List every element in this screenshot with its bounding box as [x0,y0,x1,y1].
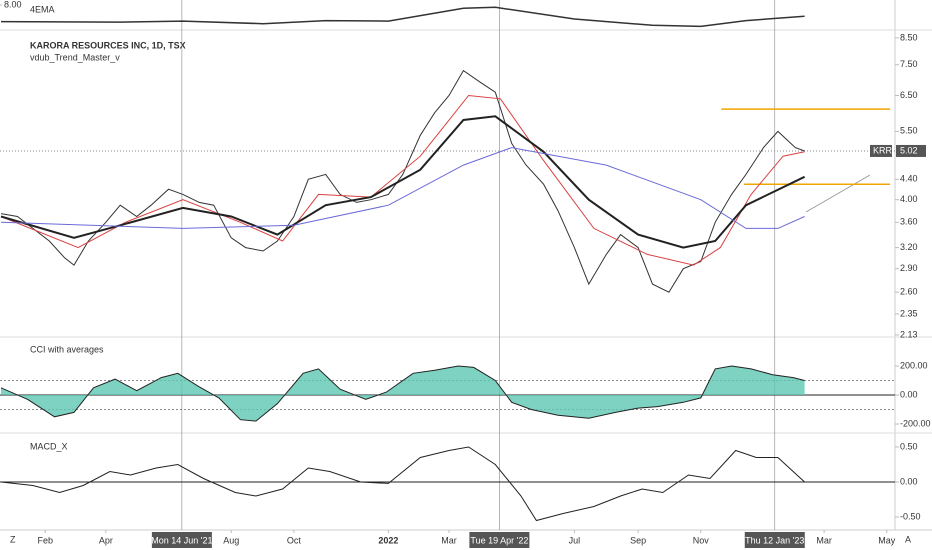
x-tick-label: 2022 [378,535,398,545]
line [0,365,805,422]
line [0,147,805,229]
y-tick-label: 3.20 [900,242,918,252]
last-price-label: 5.02 [900,145,918,155]
y-tick-label: 4.40 [900,174,918,184]
toolbar-button[interactable]: A [905,534,911,544]
y-tick-label: 200.00 [900,360,928,370]
crosshair-badge [469,532,530,548]
x-tick-label: Nov [693,535,710,545]
y-tick-label: 3.60 [900,217,918,227]
last-price-name: KRR [873,145,893,155]
y-tick-label: 2.13 [900,329,918,339]
y-tick-label: 0.00 [900,389,918,399]
crosshair-label: Mon 14 Jun '21 [151,535,212,545]
toolbar-button[interactable]: Z [10,534,16,544]
line [0,94,805,266]
pane-title: MACD_X [30,441,68,451]
pane-title: CCI with averages [30,344,104,354]
y-tick-label: 7.50 [900,59,918,69]
line [0,115,806,249]
y-tick-label: -200.00 [900,418,931,428]
y-tick-label: 0.50 [900,441,918,451]
line [0,446,805,522]
chart-title: KARORA RESOURCES INC, 1D, TSX [30,40,186,50]
last-price-badge [896,144,926,157]
x-tick-label: May [878,535,896,545]
x-tick-label: Jul [569,535,581,545]
y-tick-label: 2.90 [900,263,918,273]
y-tick-label: 5.50 [900,126,918,136]
x-tick-label: Feb [37,535,53,545]
chart-subtitle: vdub_Trend_Master_v [30,52,120,62]
x-tick-label: Mar [441,535,457,545]
x-tick-label: Sep [630,535,646,545]
line [0,69,805,293]
y-tick-label: -0.50 [900,511,921,521]
crosshair-label: Tue 19 Apr '22 [470,535,528,545]
y-tick-label: 0.00 [900,476,918,486]
y-tick-label: 2.35 [900,308,918,318]
crosshair-label: Thu 12 Jan '23 [745,535,804,545]
x-tick-label: Oct [287,535,302,545]
y-tick-label: 6.50 [900,90,918,100]
x-tick-label: Apr [99,535,113,545]
line [0,6,805,28]
y-tick-label: 2.60 [900,287,918,297]
x-tick-label: Mar [816,535,832,545]
x-tick-label: Aug [223,535,239,545]
last-price-badge [870,144,892,157]
area [1,366,805,422]
pane-title: 4EMA [30,4,55,14]
y-tick-label: 4.00 [900,194,918,204]
crosshair-badge [744,532,805,548]
trend-drawing [805,174,871,213]
y-tick-label: 8.00 [4,0,22,9]
crosshair-badge [151,532,212,548]
y-tick-label: 8.50 [900,32,918,42]
